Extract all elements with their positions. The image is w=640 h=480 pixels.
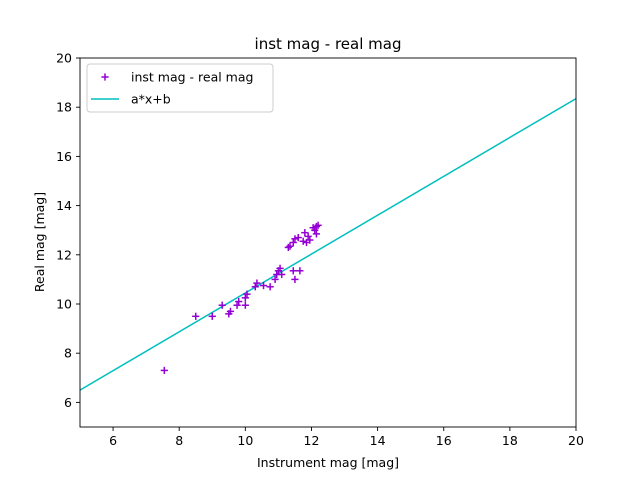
chart-title: inst mag - real mag: [255, 35, 402, 53]
y-tick-label: 6: [64, 395, 72, 410]
data-point: [312, 222, 321, 231]
data-point: [311, 226, 319, 234]
plot-area: [80, 97, 576, 391]
data-point: [192, 312, 200, 320]
data-point: [243, 290, 251, 298]
data-point: [291, 235, 299, 243]
data-point: [299, 237, 307, 245]
x-tick-label: 18: [502, 433, 518, 448]
data-point: [251, 283, 259, 291]
y-tick-label: 8: [64, 346, 72, 361]
y-axis-label: Real mag [mag]: [32, 192, 47, 292]
x-tick-label: 8: [175, 433, 183, 448]
data-point: [226, 307, 235, 315]
x-tick-label: 6: [109, 433, 117, 448]
data-point: [296, 267, 304, 275]
data-point: [294, 233, 302, 242]
y-tick-label: 16: [56, 149, 72, 164]
data-point: [278, 270, 286, 279]
data-point: [291, 275, 299, 283]
data-point: [208, 312, 216, 320]
legend-entry-label: inst mag - real mag: [131, 70, 253, 85]
data-point: [241, 301, 249, 309]
x-tick-label: 12: [304, 433, 320, 448]
legend-box: [86, 63, 274, 113]
y-tick-label: 20: [56, 51, 72, 66]
x-tick-label: 14: [370, 433, 386, 448]
y-tick-label: 10: [56, 297, 72, 312]
x-tick-label: 16: [436, 433, 452, 448]
data-point: [266, 283, 274, 291]
data-point: [286, 242, 294, 250]
axes: 6 8 10 12 14 16 18 20 6 8 10 12 14 16 18 20: [56, 51, 584, 449]
data-point: [312, 230, 321, 238]
data-point: [233, 301, 241, 309]
y-tick-label: 14: [56, 198, 72, 213]
y-tick-label: 12: [56, 247, 72, 262]
data-point: [304, 232, 312, 240]
data-point: [289, 238, 297, 247]
data-point: [306, 236, 314, 244]
data-point: [241, 294, 249, 302]
axes-frame: [79, 57, 577, 428]
data-point: [259, 281, 268, 290]
x-tick-label: 10: [237, 433, 253, 448]
data-point: [218, 301, 226, 309]
legend: inst mag - real mag a*x+b: [86, 63, 274, 113]
y-tick-label: 18: [56, 100, 72, 115]
x-axis-label: Instrument mag [mag]: [257, 455, 399, 470]
data-point: [271, 275, 279, 283]
x-tick-label: 20: [568, 433, 584, 448]
data-point: [160, 366, 168, 375]
data-point: [253, 279, 261, 287]
data-point: [289, 267, 297, 275]
data-point: [235, 297, 243, 306]
series-group: [80, 97, 576, 391]
legend-entry-label: a*x+b: [131, 92, 171, 107]
fit-line: [80, 97, 576, 391]
data-point: [276, 264, 284, 272]
data-point: [301, 229, 309, 237]
